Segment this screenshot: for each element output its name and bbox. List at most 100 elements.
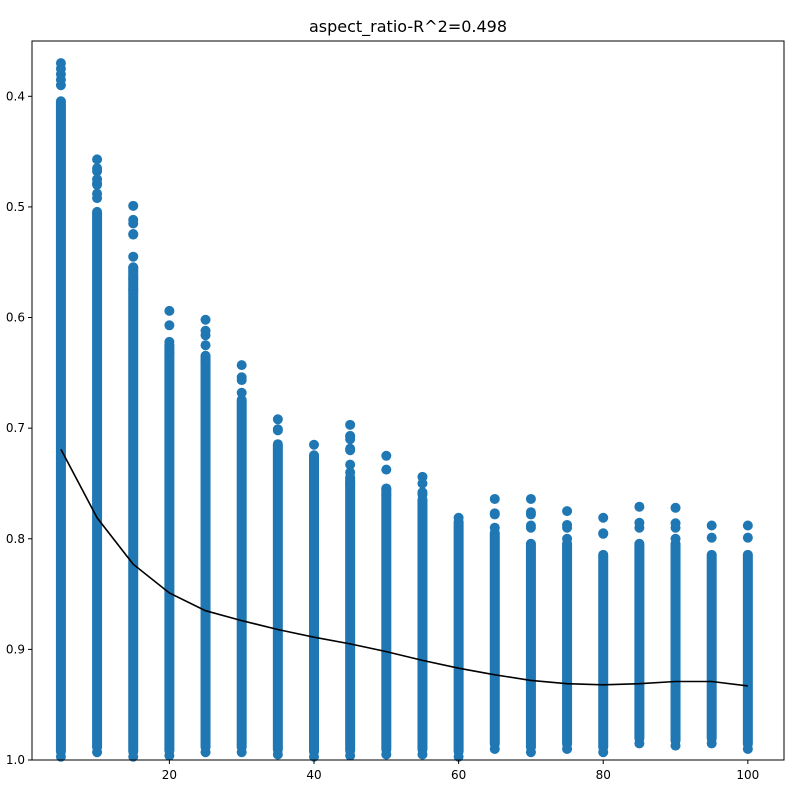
scatter-point <box>742 743 753 754</box>
scatter-column <box>309 439 319 762</box>
scatter-column <box>489 493 500 754</box>
scatter-point <box>634 522 645 533</box>
scatter-point <box>128 262 139 273</box>
scatter-point <box>345 467 356 478</box>
scatter-point-band <box>670 538 681 746</box>
scatter-point-band <box>598 549 609 753</box>
scatter-point <box>92 154 103 165</box>
scatter-column <box>706 520 717 749</box>
y-tick-label: 1.0 <box>6 753 25 767</box>
scatter-point-band <box>55 96 66 757</box>
scatter-point-band <box>525 538 536 753</box>
scatter-point <box>345 419 356 430</box>
scatter-column <box>417 471 428 760</box>
scatter-point <box>670 740 681 751</box>
scatter-point <box>272 425 283 436</box>
scatter-point <box>128 251 139 262</box>
scatter-column <box>453 512 464 762</box>
scatter-point <box>200 325 211 336</box>
scatter-point <box>128 229 139 240</box>
scatter-point <box>236 360 247 371</box>
scatter-point <box>489 509 500 520</box>
scatter-point <box>236 372 247 383</box>
scatter-column <box>236 360 247 758</box>
scatter-point <box>128 273 139 284</box>
scatter-point-band <box>92 206 103 753</box>
scatter-column <box>598 512 609 758</box>
x-tick-label: 80 <box>596 768 611 782</box>
scatter-point <box>128 200 139 211</box>
x-tick-label: 60 <box>451 768 466 782</box>
scatter-column <box>92 154 103 758</box>
scatter-point <box>92 179 103 190</box>
scatter-point-band <box>200 350 211 753</box>
scatter-column <box>562 506 573 754</box>
scatter-point-band <box>453 516 464 757</box>
scatter-point <box>417 489 428 500</box>
scatter-point <box>236 387 247 398</box>
scatter-point <box>92 747 103 758</box>
plot-area-frame <box>31 40 785 761</box>
scatter-point <box>706 532 717 543</box>
scatter-point-band <box>381 483 392 755</box>
scatter-point <box>598 512 609 523</box>
scatter-point <box>670 522 681 533</box>
scatter-point <box>598 747 609 758</box>
mean-line <box>60 448 748 687</box>
scatter-point-band <box>562 538 573 749</box>
scatter-point <box>200 356 211 367</box>
scatter-point <box>453 751 464 762</box>
scatter-point <box>92 163 103 174</box>
scatter-column <box>164 305 175 761</box>
scatter-point-band <box>309 450 319 757</box>
y-tick-label: 0.9 <box>6 642 25 656</box>
scatter-point-band <box>706 549 717 744</box>
scatter-point <box>92 193 103 204</box>
scatter-column <box>200 314 211 758</box>
scatter-point-band <box>128 262 139 757</box>
scatter-point <box>55 751 66 762</box>
scatter-point <box>55 74 66 85</box>
scatter-series <box>55 58 753 762</box>
scatter-point <box>345 750 356 761</box>
scatter-point <box>381 450 392 461</box>
scatter-point <box>634 501 645 512</box>
scatter-point <box>417 478 428 489</box>
scatter-point-band <box>164 339 175 756</box>
scatter-point-band <box>345 472 356 756</box>
scatter-point <box>489 522 500 533</box>
x-tick-label: 40 <box>306 768 321 782</box>
y-axis: 0.4 0.5 0.6 0.7 0.8 0.9 1.0 <box>6 89 32 767</box>
scatter-point <box>670 502 681 513</box>
scatter-point <box>742 532 753 543</box>
scatter-point <box>381 489 392 500</box>
scatter-point <box>200 314 211 325</box>
scatter-point <box>453 512 464 523</box>
scatter-point <box>309 751 319 762</box>
scatter-point <box>128 751 139 762</box>
scatter-point <box>381 749 392 760</box>
y-tick-label: 0.5 <box>6 200 25 214</box>
scatter-point <box>562 506 573 517</box>
scatter-point <box>525 493 536 504</box>
x-tick-label: 100 <box>736 768 759 782</box>
scatter-point <box>164 320 175 331</box>
scatter-point <box>598 528 609 539</box>
y-tick-label: 0.8 <box>6 532 25 546</box>
scatter-point <box>489 743 500 754</box>
scatter-point <box>345 459 356 470</box>
scatter-point <box>164 336 175 347</box>
scatter-point-band <box>489 527 500 749</box>
scatter-point <box>706 738 717 749</box>
y-tick-label: 0.4 <box>6 89 25 103</box>
scatter-point <box>55 63 66 74</box>
scatter-point-band <box>634 538 645 744</box>
scatter-point <box>525 509 536 520</box>
scatter-point <box>417 749 428 760</box>
scatter-point <box>525 747 536 758</box>
scatter-point <box>272 414 283 425</box>
scatter-point <box>706 520 717 531</box>
scatter-point <box>742 520 753 531</box>
scatter-point <box>489 493 500 504</box>
scatter-point-band <box>236 394 247 753</box>
